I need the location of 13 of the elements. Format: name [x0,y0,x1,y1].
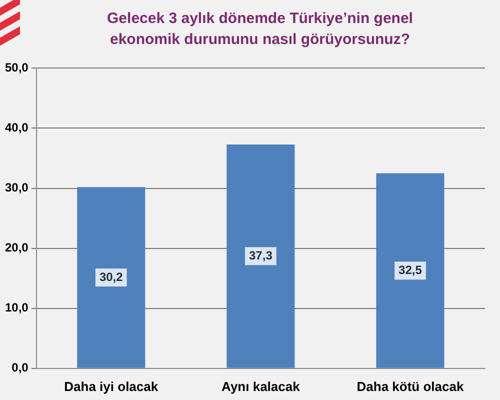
data-label: 37,3 [249,248,273,262]
x-tick-label: Aynı kalacak [222,378,301,394]
y-tick-label: 50,0 [4,60,29,75]
x-tick-label: Daha iyi olacak [64,378,159,394]
y-tick-label: 0,0 [12,360,29,375]
y-tick-label: 10,0 [4,300,29,315]
y-tick-label: 30,0 [4,180,29,195]
y-tick-label: 40,0 [4,120,29,135]
data-label: 32,5 [398,262,422,277]
data-label: 30,2 [99,270,124,284]
chart-title: Gelecek 3 aylık dönemde Türkiye’nin genel ekonomik durumunu nasıl görüyorsunuz? [106,9,414,50]
x-tick-label: Daha kötü olacak [356,378,464,394]
y-tick-label: 20,0 [4,240,29,255]
